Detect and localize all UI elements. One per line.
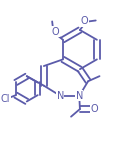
Text: N: N xyxy=(76,91,83,101)
Text: Cl: Cl xyxy=(1,94,10,104)
Text: O: O xyxy=(81,16,88,26)
Text: O: O xyxy=(52,27,60,36)
Text: O: O xyxy=(81,16,88,26)
Text: O: O xyxy=(52,27,60,36)
Text: N: N xyxy=(57,91,64,101)
Text: O: O xyxy=(91,104,98,114)
